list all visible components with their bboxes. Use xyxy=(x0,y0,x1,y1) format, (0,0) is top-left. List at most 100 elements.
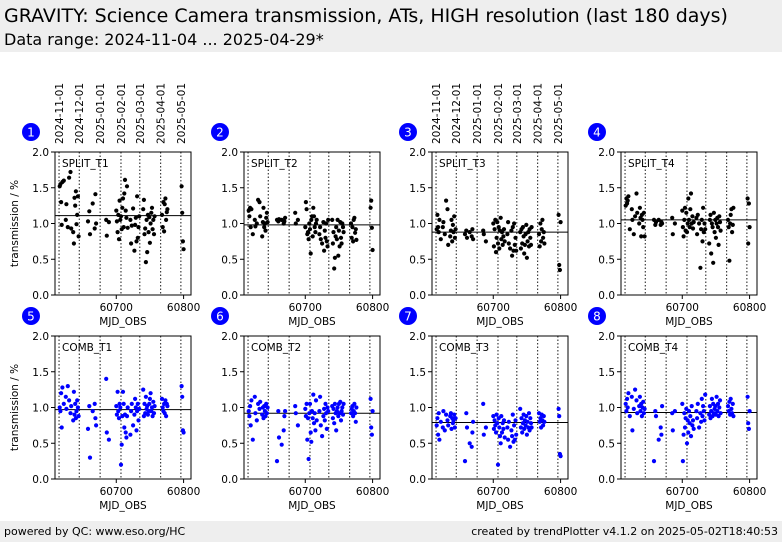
month-marker-label: 2024-11-01 xyxy=(54,83,66,144)
plot-frame xyxy=(54,335,192,480)
data-point xyxy=(525,419,530,424)
data-point xyxy=(71,230,76,235)
panel-label: SPLIT_T1 xyxy=(62,158,109,170)
data-point xyxy=(160,405,165,410)
x-axis-label: MJD_OBS xyxy=(476,500,524,512)
data-point xyxy=(635,210,640,215)
data-point xyxy=(695,212,700,217)
data-point xyxy=(701,404,706,409)
data-point xyxy=(73,203,78,208)
data-point xyxy=(434,423,439,428)
data-point xyxy=(369,198,374,203)
data-point xyxy=(320,241,325,246)
data-point xyxy=(75,405,80,410)
x-tick-label: 60700 xyxy=(100,302,133,314)
data-point xyxy=(93,192,98,197)
panel-badge-circle xyxy=(588,307,606,325)
data-point xyxy=(180,394,185,399)
data-point xyxy=(681,234,686,239)
data-point xyxy=(700,414,705,419)
data-point xyxy=(59,391,64,396)
data-point xyxy=(715,225,721,230)
data-point xyxy=(116,416,122,421)
data-point xyxy=(449,426,454,431)
data-point xyxy=(352,215,357,220)
data-point xyxy=(334,237,339,242)
data-point xyxy=(670,232,675,237)
data-point xyxy=(338,399,343,404)
data-point xyxy=(131,423,136,428)
data-point xyxy=(499,430,505,435)
data-point xyxy=(307,227,313,232)
data-point xyxy=(491,426,496,431)
data-point xyxy=(510,412,515,417)
data-point xyxy=(58,409,63,414)
data-point xyxy=(556,406,561,411)
panel-badge-number: 1 xyxy=(27,126,35,140)
data-point xyxy=(248,423,253,428)
data-point xyxy=(283,409,288,414)
y-tick-label: 2.0 xyxy=(221,331,238,343)
data-point xyxy=(250,437,255,442)
data-point xyxy=(339,241,344,246)
data-point xyxy=(64,406,69,411)
data-point xyxy=(518,425,524,430)
data-point xyxy=(150,227,155,232)
panel-badge-circle xyxy=(22,123,40,141)
data-point xyxy=(265,405,270,410)
data-point xyxy=(252,394,257,399)
x-axis-label: MJD_OBS xyxy=(99,316,147,328)
data-point xyxy=(322,228,327,233)
data-point xyxy=(133,222,138,227)
data-point xyxy=(639,234,644,239)
data-point xyxy=(509,428,514,433)
data-point xyxy=(731,205,736,210)
data-point xyxy=(513,235,518,240)
data-point xyxy=(436,230,441,235)
y-tick-label: 1.0 xyxy=(409,403,426,415)
data-point xyxy=(508,246,513,251)
data-point xyxy=(718,228,723,233)
data-point xyxy=(75,212,80,217)
data-point xyxy=(121,225,126,230)
data-point xyxy=(369,432,374,437)
data-point xyxy=(746,421,751,426)
data-point xyxy=(318,225,323,230)
data-point xyxy=(558,454,563,459)
data-point xyxy=(87,455,93,460)
data-point xyxy=(641,210,647,215)
month-marker-label: 2024-11-01 xyxy=(431,83,443,144)
data-point xyxy=(746,426,752,431)
data-point xyxy=(131,206,136,211)
data-point xyxy=(87,209,92,214)
data-point xyxy=(143,394,148,399)
data-point xyxy=(522,242,528,247)
data-point xyxy=(512,437,517,442)
data-point xyxy=(438,419,443,424)
data-point xyxy=(303,225,308,230)
data-point xyxy=(152,214,157,219)
y-tick-label: 1.0 xyxy=(598,219,615,231)
data-point xyxy=(508,444,513,449)
data-point xyxy=(453,227,458,232)
data-point xyxy=(314,418,319,423)
y-tick-label: 2.0 xyxy=(32,331,49,343)
data-point xyxy=(120,389,126,394)
data-point xyxy=(321,414,326,419)
panel-comb-t1: 5 0.0 0.5 1.0 1.5 2.0 60700 60800 MJD_OBS COMB_T1… xyxy=(9,307,200,512)
data-point xyxy=(335,405,340,410)
data-point xyxy=(684,441,690,446)
data-point xyxy=(557,414,562,419)
data-point xyxy=(637,205,643,210)
data-point xyxy=(330,416,335,421)
data-point xyxy=(529,425,534,430)
data-point xyxy=(334,225,339,230)
data-point xyxy=(181,430,186,435)
data-point xyxy=(492,418,497,423)
panel-comb-t3: 7 0.0 0.5 1.0 1.5 2.0 60700 60800 MJD_OBS COMB_T3 xyxy=(399,307,577,512)
data-point xyxy=(165,404,170,409)
data-point xyxy=(317,232,322,237)
data-point xyxy=(340,412,346,417)
data-point xyxy=(634,398,639,403)
data-point xyxy=(437,437,442,442)
